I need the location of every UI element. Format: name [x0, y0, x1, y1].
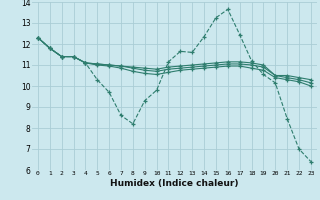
X-axis label: Humidex (Indice chaleur): Humidex (Indice chaleur) [110, 179, 239, 188]
